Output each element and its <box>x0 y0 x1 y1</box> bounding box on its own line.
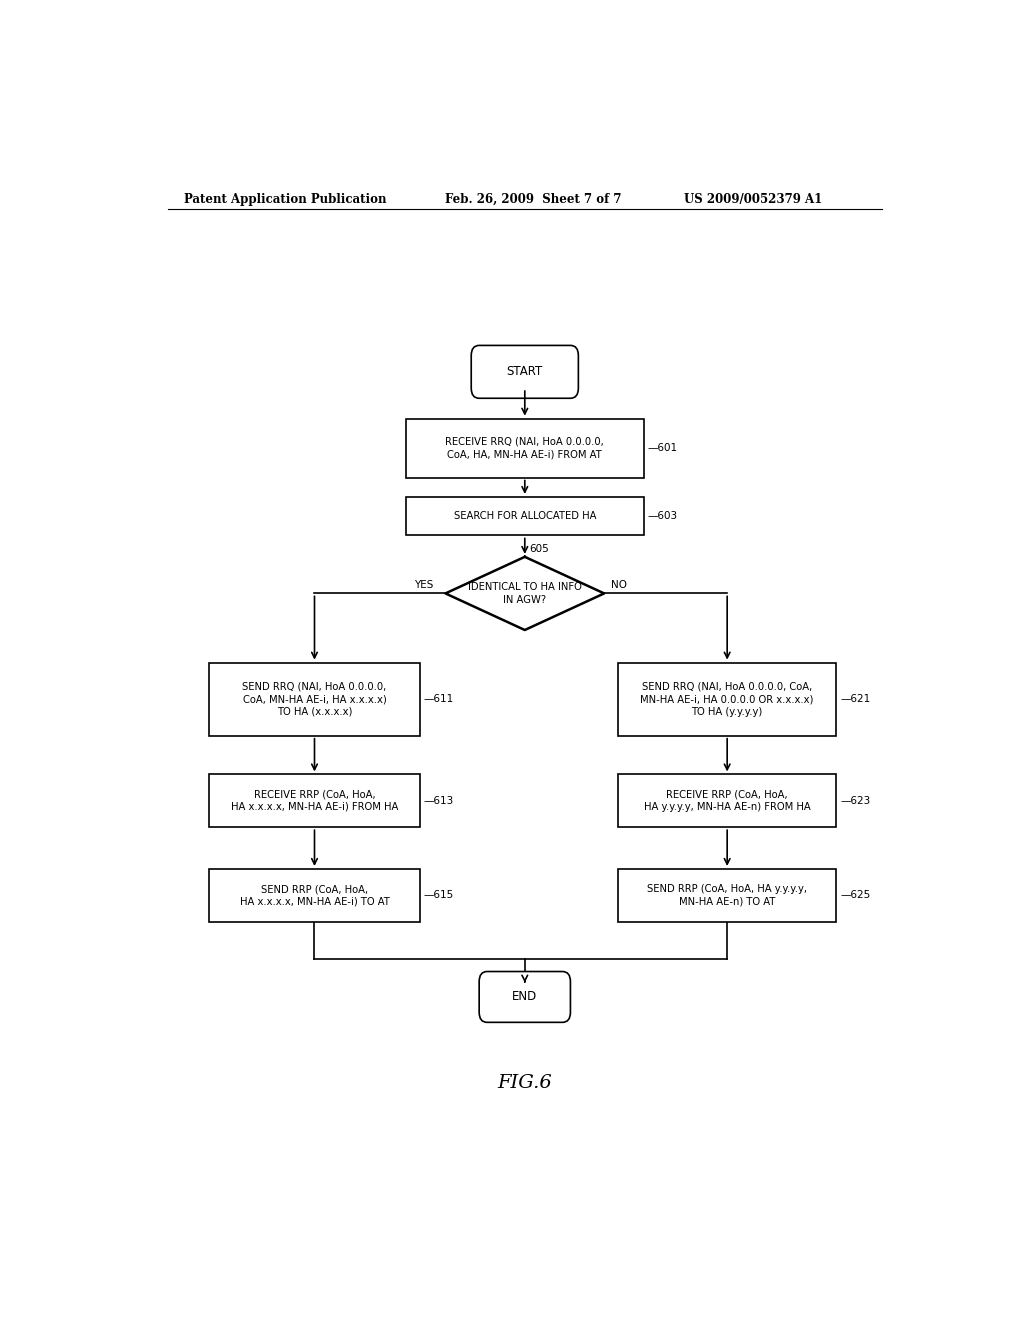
FancyBboxPatch shape <box>406 418 644 478</box>
Text: —623: —623 <box>841 796 870 805</box>
Text: —613: —613 <box>424 796 454 805</box>
Text: —621: —621 <box>841 694 870 704</box>
FancyBboxPatch shape <box>406 496 644 536</box>
Text: SEND RRQ (NAI, HoA 0.0.0.0,
CoA, MN-HA AE-i, HA x.x.x.x)
TO HA (x.x.x.x): SEND RRQ (NAI, HoA 0.0.0.0, CoA, MN-HA A… <box>243 681 387 717</box>
Text: US 2009/0052379 A1: US 2009/0052379 A1 <box>684 193 822 206</box>
FancyBboxPatch shape <box>618 663 837 735</box>
Text: SEND RRQ (NAI, HoA 0.0.0.0, CoA,
MN-HA AE-i, HA 0.0.0.0 OR x.x.x.x)
TO HA (y.y.y: SEND RRQ (NAI, HoA 0.0.0.0, CoA, MN-HA A… <box>640 681 814 717</box>
FancyBboxPatch shape <box>209 663 420 735</box>
FancyBboxPatch shape <box>618 775 837 828</box>
Text: END: END <box>512 990 538 1003</box>
Text: RECEIVE RRQ (NAI, HoA 0.0.0.0,
CoA, HA, MN-HA AE-i) FROM AT: RECEIVE RRQ (NAI, HoA 0.0.0.0, CoA, HA, … <box>445 437 604 459</box>
Text: IDENTICAL TO HA INFO
IN AGW?: IDENTICAL TO HA INFO IN AGW? <box>468 582 582 605</box>
Text: —603: —603 <box>648 511 678 521</box>
Text: —625: —625 <box>841 890 870 900</box>
Text: —601: —601 <box>648 444 678 453</box>
Polygon shape <box>445 557 604 630</box>
Text: NO: NO <box>610 581 627 590</box>
FancyBboxPatch shape <box>471 346 579 399</box>
Text: Feb. 26, 2009  Sheet 7 of 7: Feb. 26, 2009 Sheet 7 of 7 <box>445 193 622 206</box>
Text: Patent Application Publication: Patent Application Publication <box>183 193 386 206</box>
Text: YES: YES <box>414 581 433 590</box>
FancyBboxPatch shape <box>479 972 570 1022</box>
Text: SEARCH FOR ALLOCATED HA: SEARCH FOR ALLOCATED HA <box>454 511 596 521</box>
Text: RECEIVE RRP (CoA, HoA,
HA x.x.x.x, MN-HA AE-i) FROM HA: RECEIVE RRP (CoA, HoA, HA x.x.x.x, MN-HA… <box>230 789 398 812</box>
Text: START: START <box>507 366 543 379</box>
Text: SEND RRP (CoA, HoA, HA y.y.y.y,
MN-HA AE-n) TO AT: SEND RRP (CoA, HoA, HA y.y.y.y, MN-HA AE… <box>647 884 807 907</box>
FancyBboxPatch shape <box>209 775 420 828</box>
FancyBboxPatch shape <box>209 869 420 921</box>
Text: —611: —611 <box>424 694 454 704</box>
Text: SEND RRP (CoA, HoA,
HA x.x.x.x, MN-HA AE-i) TO AT: SEND RRP (CoA, HoA, HA x.x.x.x, MN-HA AE… <box>240 884 389 907</box>
Text: FIG.6: FIG.6 <box>498 1074 552 1093</box>
FancyBboxPatch shape <box>618 869 837 921</box>
Text: —615: —615 <box>424 890 454 900</box>
Text: RECEIVE RRP (CoA, HoA,
HA y.y.y.y, MN-HA AE-n) FROM HA: RECEIVE RRP (CoA, HoA, HA y.y.y.y, MN-HA… <box>644 789 811 812</box>
Text: 605: 605 <box>528 544 549 554</box>
